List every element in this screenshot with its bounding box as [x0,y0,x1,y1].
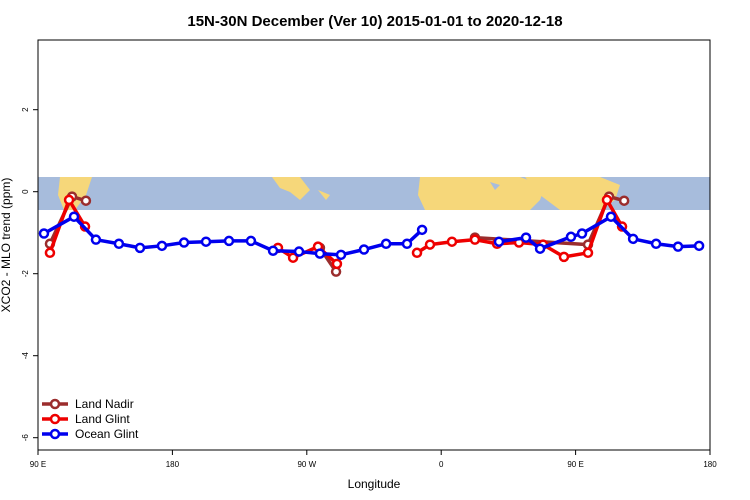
data-point [156,240,168,252]
y-tick-label: -2 [21,270,30,278]
data-point [331,258,343,270]
y-tick-label: -4 [21,352,30,360]
data-point [358,244,370,255]
data-point [424,239,436,250]
data-point [601,194,613,206]
data-point [38,228,50,239]
data-point [469,234,481,245]
data-point [267,245,279,256]
data-point [650,238,662,250]
data-point [565,231,577,243]
x-tick-label: 90 E [30,460,46,469]
y-tick-label: 0 [21,189,30,194]
data-point [245,235,257,247]
data-point [605,211,617,222]
series-line [498,214,700,251]
legend-label: Land Glint [75,412,130,426]
y-tick-label: -6 [21,434,30,442]
data-point [68,211,80,222]
data-point [693,240,705,252]
data-point [80,195,92,206]
data-point [200,236,212,247]
legend-label: Ocean Glint [75,427,139,441]
legend-marker [49,428,61,440]
map-band [38,177,710,210]
x-axis-label: Longitude [348,477,401,491]
x-tick-label: 90 W [297,460,316,469]
legend-marker [49,413,61,425]
data-point [618,195,630,206]
x-tick-label: 0 [439,460,444,469]
data-point [178,237,190,248]
data-point [293,246,305,257]
chart-title: 15N-30N December (Ver 10) 2015-01-01 to … [187,13,562,30]
data-point [534,243,546,254]
data-point [416,224,428,236]
data-point [401,238,413,250]
data-point [134,242,146,254]
legend-label: Land Nadir [75,397,134,411]
data-point [411,247,423,259]
data-point [576,228,588,239]
data-point [520,232,532,243]
data-point [90,234,102,245]
data-point [113,238,125,250]
data-point [446,236,458,247]
x-tick-label: 90 E [567,460,583,469]
data-point [44,247,56,259]
data-point [380,238,392,250]
data-point [223,235,235,247]
data-point [493,236,505,247]
y-tick-label: 2 [21,107,30,112]
data-point [582,247,594,259]
y-axis-label: XCO2 - MLO trend (ppm) [0,178,13,313]
data-point [314,248,326,259]
x-tick-label: 180 [703,460,717,469]
legend-marker [49,398,61,410]
data-point [287,252,299,263]
data-point [335,249,347,261]
data-point [672,241,684,252]
data-point [63,194,75,206]
x-tick-label: 180 [166,460,180,469]
plot-frame [37,39,711,451]
data-point [627,233,639,245]
data-point [558,251,570,263]
